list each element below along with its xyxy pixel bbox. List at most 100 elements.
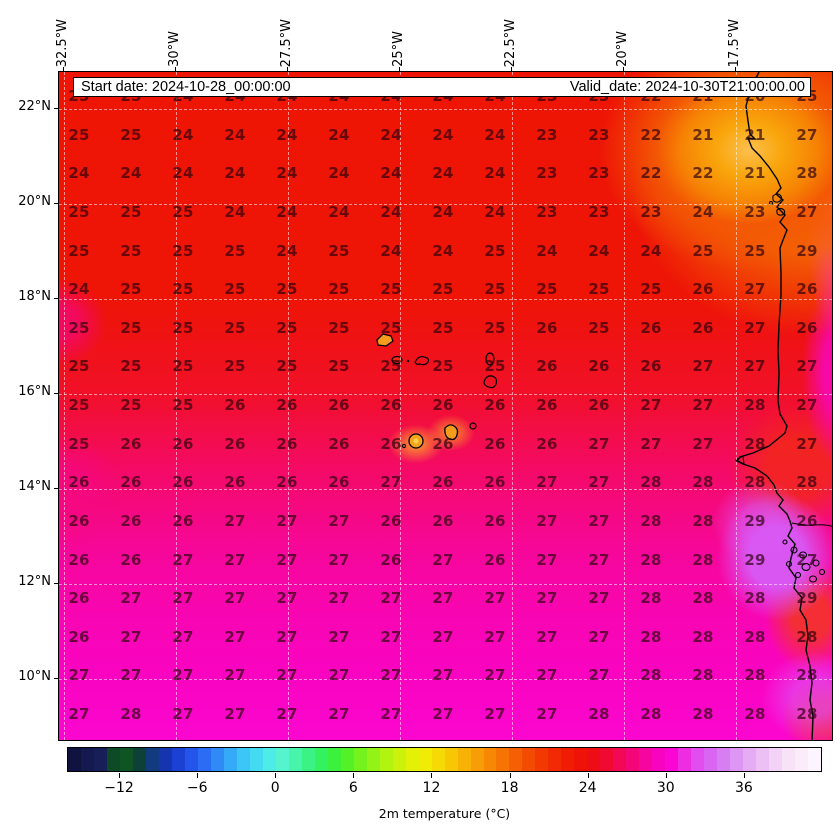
lon-tick-label: 17.5°W [727,18,742,67]
temperature-value: 25 [120,357,142,376]
temperature-value: 21 [744,164,766,183]
temperature-value: 25 [484,241,506,260]
colorbar-label: 2m temperature (°C) [378,806,511,821]
temperature-value: 24 [380,164,402,183]
temperature-value: 28 [640,550,662,569]
temperature-value: 27 [328,550,350,569]
temperature-value: 26 [640,318,662,337]
temperature-value: 25 [484,318,506,337]
temperature-value: 24 [276,125,298,144]
lon-tick-mark [287,67,288,71]
colorbar-cell [340,748,354,771]
parallel-gridline [59,679,832,680]
temperature-value: 23 [640,202,662,221]
colorbar-cell [119,748,133,771]
temperature-field [59,72,832,740]
temperature-value: 24 [276,164,298,183]
colorbar-tick-mark [743,773,745,778]
temperature-value: 27 [224,705,246,724]
temperature-value: 26 [120,511,142,530]
temperature-value: 26 [276,473,298,492]
colorbar-tick-mark [431,773,433,778]
temperature-value: 26 [172,511,194,530]
temperature-value: 27 [692,357,714,376]
temperature-value: 27 [536,550,558,569]
temperature-value: 25 [692,241,714,260]
temperature-value: 22 [640,125,662,144]
colorbar-cell [587,748,601,771]
lon-tick-mark [511,67,512,71]
temperature-value: 27 [276,666,298,685]
map-plot: 2525242424242424242323222120252525242424… [58,71,833,741]
temperature-value: 27 [796,396,818,415]
temperature-value: 27 [328,705,350,724]
colorbar-cell [808,748,822,771]
temperature-value: 27 [172,550,194,569]
lat-tick-label: 12°N [18,574,51,589]
colorbar-cell [379,748,393,771]
temperature-value: 28 [640,511,662,530]
temperature-value: 25 [224,318,246,337]
lat-tick-mark [54,583,58,584]
temperature-value: 25 [380,357,402,376]
colorbar-cell [548,748,562,771]
colorbar-tick-label: −12 [104,780,134,796]
temperature-value: 28 [120,705,142,724]
colorbar-cell [717,748,731,771]
temperature-value: 27 [432,550,454,569]
temperature-value: 27 [328,666,350,685]
temperature-value: 29 [744,550,766,569]
temperature-value: 26 [484,550,506,569]
temperature-value: 27 [432,627,454,646]
temperature-value: 27 [276,627,298,646]
lat-tick-mark [54,203,58,204]
temperature-value: 27 [796,125,818,144]
temperature-value: 26 [380,511,402,530]
temperature-value: 25 [120,396,142,415]
temperature-value: 25 [432,318,454,337]
temperature-value: 24 [692,202,714,221]
temperature-value: 24 [640,241,662,260]
temperature-value: 24 [276,202,298,221]
temperature-value: 27 [588,666,610,685]
colorbar-cell [678,748,692,771]
temperature-value: 24 [224,202,246,221]
meridian-gridline [288,72,289,740]
temperature-value: 24 [432,164,454,183]
colorbar-cell [496,748,510,771]
temperature-value: 26 [68,511,90,530]
temperature-value: 26 [224,473,246,492]
parallel-gridline [59,299,832,300]
temperature-value: 25 [328,280,350,299]
lon-tick-label: 32.5°W [55,18,70,67]
temperature-value: 24 [68,164,90,183]
colorbar-cell [145,748,159,771]
temperature-value: 27 [744,280,766,299]
temperature-value: 27 [380,627,402,646]
temperature-value: 26 [588,396,610,415]
temperature-value: 26 [380,396,402,415]
temperature-value: 26 [68,627,90,646]
colorbar-cell [418,748,432,771]
temperature-value: 25 [172,357,194,376]
parallel-gridline [59,584,832,585]
temperature-value: 24 [68,280,90,299]
colorbar-cell [223,748,237,771]
temperature-value: 27 [796,434,818,453]
colorbar-cell [470,748,484,771]
colorbar-cell [301,748,315,771]
colorbar-cell [249,748,263,771]
temperature-value: 24 [484,125,506,144]
temperature-value: 27 [588,434,610,453]
temperature-value: 27 [120,627,142,646]
temperature-value: 25 [68,357,90,376]
temperature-value: 27 [120,666,142,685]
temperature-value: 29 [744,511,766,530]
temperature-value: 27 [536,473,558,492]
temperature-value: 28 [744,627,766,646]
temperature-value: 28 [692,666,714,685]
temperature-value: 27 [588,550,610,569]
temperature-value: 26 [484,511,506,530]
temperature-value: 25 [68,434,90,453]
temperature-value: 25 [172,396,194,415]
